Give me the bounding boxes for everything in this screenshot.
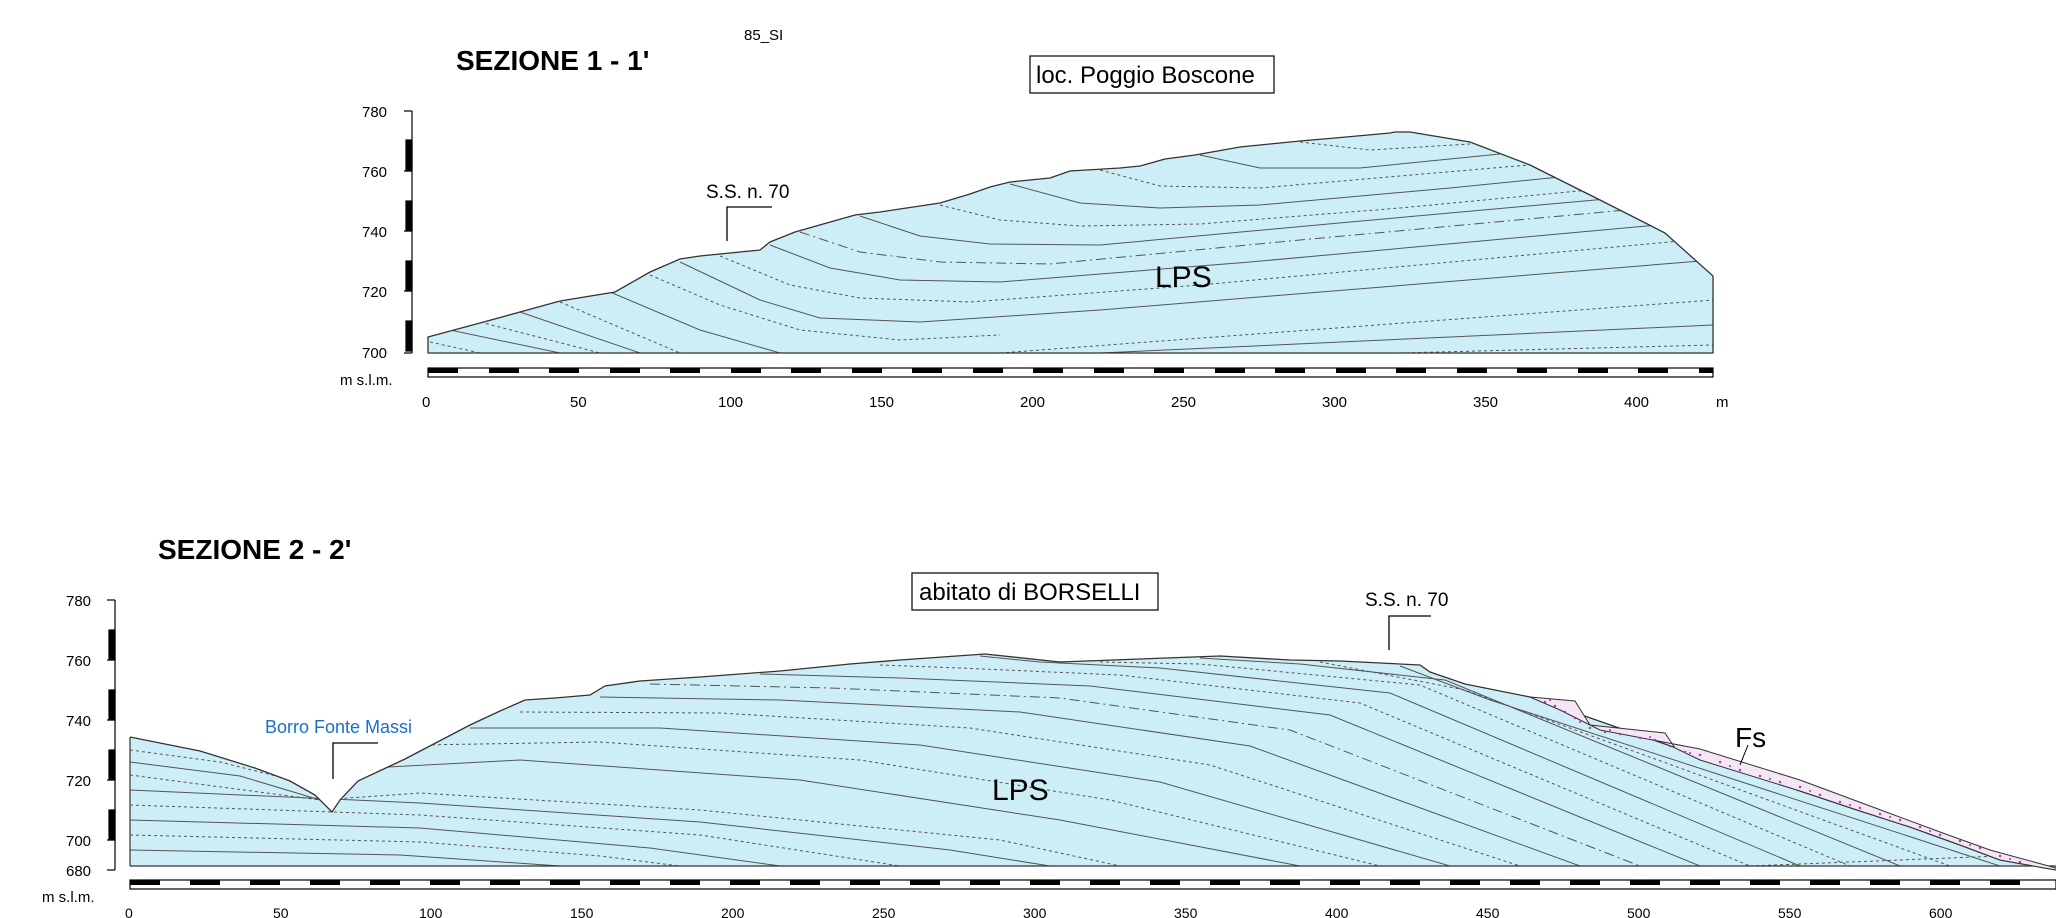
s2-y-unit: m s.l.m. <box>42 889 95 906</box>
s2-xtick-550: 550 <box>1778 905 1802 918</box>
s1-xtick-0: 0 <box>422 394 430 411</box>
section-1-vertical-scale <box>404 110 413 354</box>
s1-x-unit: m <box>1716 394 1729 411</box>
s2-xtick-450: 450 <box>1476 905 1500 918</box>
s1-xtick-350: 350 <box>1473 394 1498 411</box>
section-1-road-marker <box>726 206 772 241</box>
s2-xtick-100: 100 <box>419 905 443 918</box>
section-2-vertical-scale <box>107 599 116 871</box>
section-1-bedding-lines <box>429 141 1713 353</box>
s1-xtick-250: 250 <box>1171 394 1196 411</box>
s2-ytick-720: 720 <box>66 773 91 790</box>
s2-xtick-50: 50 <box>273 905 289 918</box>
section-2-fs-dots <box>1543 699 2022 864</box>
s2-xtick-350: 350 <box>1174 905 1198 918</box>
section-2-stream-marker <box>332 742 378 779</box>
section-1-title: SEZIONE 1 - 1' <box>456 45 649 76</box>
s2-xtick-300: 300 <box>1023 905 1047 918</box>
s2-ytick-740: 740 <box>66 713 91 730</box>
section-2-bedding-lines <box>130 655 2001 867</box>
section-2-horizontal-scale <box>129 879 2056 890</box>
section-1-locality: loc. Poggio Boscone <box>1036 62 1255 89</box>
s2-xtick-400: 400 <box>1325 905 1349 918</box>
section-2-unit-label: LPS <box>992 774 1049 807</box>
s2-xtick-500: 500 <box>1627 905 1651 918</box>
s1-ytick-720: 720 <box>362 284 387 301</box>
s2-ytick-700: 700 <box>66 833 91 850</box>
section-2-fs-leader <box>1739 744 1749 766</box>
section-1-profile <box>428 132 1713 353</box>
s1-ytick-740: 740 <box>362 224 387 241</box>
s1-xtick-400: 400 <box>1624 394 1649 411</box>
s2-xtick-150: 150 <box>570 905 594 918</box>
s2-ytick-680: 680 <box>66 863 91 880</box>
s2-xtick-0: 0 <box>125 905 133 918</box>
s1-ytick-700: 700 <box>362 345 387 362</box>
s2-xtick-200: 200 <box>721 905 745 918</box>
section-1-road-label: S.S. n. 70 <box>706 182 789 203</box>
s1-xtick-150: 150 <box>869 394 894 411</box>
section-1-outline <box>427 131 1714 354</box>
s1-ytick-780: 780 <box>362 104 387 121</box>
s1-xtick-100: 100 <box>718 394 743 411</box>
section-2-road-marker <box>1388 615 1431 650</box>
s1-y-unit: m s.l.m. <box>340 372 393 389</box>
s2-ytick-760: 760 <box>66 653 91 670</box>
s1-xtick-200: 200 <box>1020 394 1045 411</box>
s1-xtick-50: 50 <box>570 394 587 411</box>
s1-ytick-760: 760 <box>362 164 387 181</box>
s2-ytick-780: 780 <box>66 593 91 610</box>
section-2-deposit-label: Fs <box>1735 722 1766 753</box>
section-2-fs-deposit <box>1529 696 2056 871</box>
s2-xtick-250: 250 <box>872 905 896 918</box>
section-2-locality-box: abitato di BORSELLI <box>911 572 1159 611</box>
s2-xtick-600: 600 <box>1929 905 1953 918</box>
s1-xtick-300: 300 <box>1322 394 1347 411</box>
section-1-unit-label: LPS <box>1155 261 1212 294</box>
section-2-locality: abitato di BORSELLI <box>919 579 1140 606</box>
sheet-code: 85_SI <box>744 27 783 44</box>
section-1-horizontal-scale <box>427 367 1714 378</box>
section-2-road-label: S.S. n. 70 <box>1365 590 1448 611</box>
section-2-stream-label: Borro Fonte Massi <box>265 717 412 737</box>
section-1-locality-box: loc. Poggio Boscone <box>1029 55 1275 94</box>
section-2-title: SEZIONE 2 - 2' <box>158 534 351 565</box>
